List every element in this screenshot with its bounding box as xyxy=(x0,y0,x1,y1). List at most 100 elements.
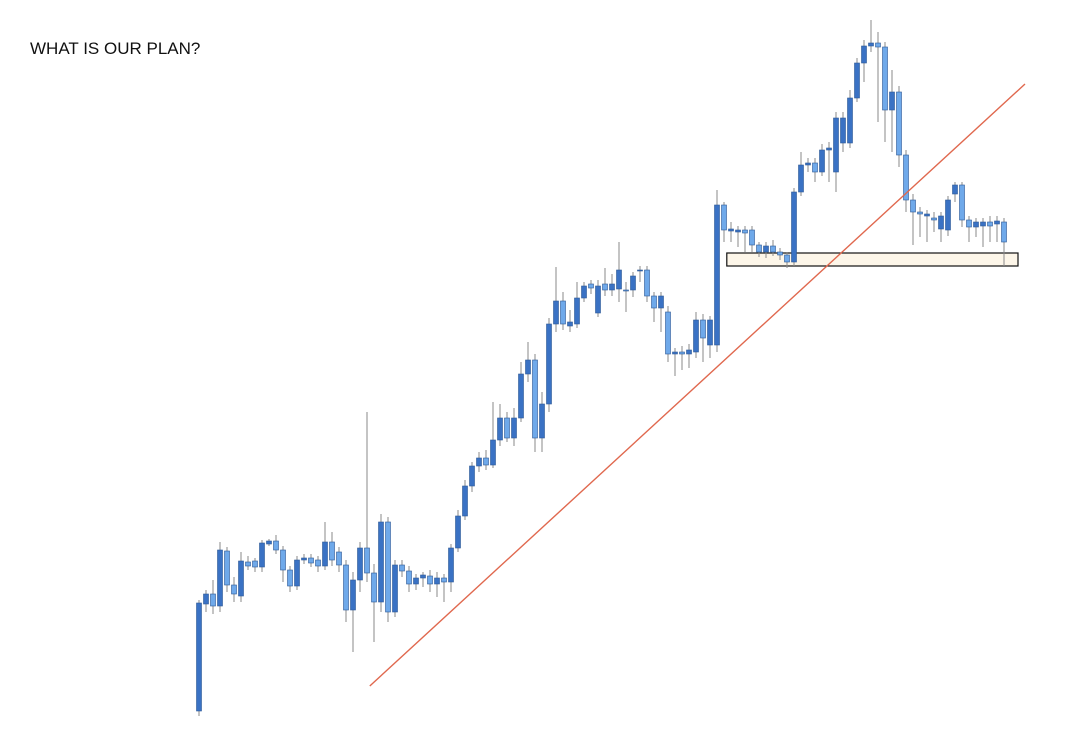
candle-body xyxy=(945,199,951,231)
candle-body xyxy=(693,319,699,353)
candle-body xyxy=(938,215,944,230)
candle-body xyxy=(1001,221,1007,243)
candle-body xyxy=(924,213,930,217)
candle-body xyxy=(819,149,825,173)
candle-body xyxy=(903,154,909,201)
candle-body xyxy=(868,42,874,47)
candle-body xyxy=(630,275,636,291)
candle-body xyxy=(483,457,489,466)
candle-body xyxy=(637,269,643,272)
candle-body xyxy=(539,403,545,439)
candle-body xyxy=(420,574,426,579)
candle-body xyxy=(448,547,454,583)
candle-body xyxy=(700,319,706,339)
candle-body xyxy=(847,97,853,144)
candle-body xyxy=(917,211,923,215)
candle-body xyxy=(322,541,328,567)
candle-body xyxy=(385,521,391,613)
candle-body xyxy=(469,465,475,487)
candle-body xyxy=(959,184,965,221)
candle-body xyxy=(364,547,370,574)
candle-body xyxy=(749,229,755,246)
candle-body xyxy=(406,570,412,585)
candle-body xyxy=(602,283,608,291)
candle-body xyxy=(231,584,237,595)
candle-body xyxy=(203,593,209,605)
candle-body xyxy=(371,572,377,603)
candle-body xyxy=(504,417,510,439)
candle-body xyxy=(658,295,664,309)
candle-body xyxy=(756,244,762,253)
candle-body xyxy=(336,551,342,566)
candle-body xyxy=(581,285,587,299)
candle-body xyxy=(609,283,615,291)
candle-body xyxy=(588,283,594,289)
candle-body xyxy=(980,221,986,227)
candle-body xyxy=(784,254,790,263)
candle-body xyxy=(308,557,314,564)
candle-body xyxy=(707,319,713,346)
candle-body xyxy=(987,221,993,227)
candle-body xyxy=(994,220,1000,225)
candle-body xyxy=(812,162,818,173)
candle-body xyxy=(301,557,307,561)
candle-body xyxy=(511,417,517,439)
candle-body xyxy=(273,540,279,551)
candle-body xyxy=(896,91,902,156)
candle-body xyxy=(826,147,832,151)
candle-body xyxy=(210,593,216,607)
candle-body xyxy=(476,457,482,467)
candle-body xyxy=(742,229,748,234)
candle-body xyxy=(651,295,657,309)
candle-body xyxy=(735,229,741,233)
candle-body xyxy=(518,373,524,419)
candle-body xyxy=(350,579,356,611)
candle-body xyxy=(882,46,888,111)
candle-body xyxy=(280,549,286,571)
candle-body xyxy=(497,417,503,441)
candle-body xyxy=(721,204,727,231)
candle-body xyxy=(525,359,531,375)
candle-body xyxy=(770,245,776,253)
candle-body xyxy=(798,164,804,193)
candle-body xyxy=(966,219,972,228)
candle-body xyxy=(441,577,447,583)
candle-body xyxy=(266,540,272,545)
candle-body xyxy=(378,521,384,603)
candle-body xyxy=(854,62,860,99)
candle-body xyxy=(595,285,601,314)
candle-body xyxy=(490,439,496,466)
candle-body xyxy=(224,550,230,586)
candle-body xyxy=(931,217,937,221)
candle-body xyxy=(672,351,678,355)
candle-body xyxy=(329,541,335,561)
chart-title: WHAT IS OUR PLAN? xyxy=(30,39,200,58)
candle-body xyxy=(728,228,734,232)
candle-body xyxy=(777,251,783,256)
support-zone xyxy=(726,252,1019,267)
candle-body xyxy=(399,564,405,572)
candle-body xyxy=(427,575,433,585)
candle-body xyxy=(217,549,223,607)
candle-body xyxy=(763,245,769,253)
candle-body xyxy=(546,323,552,405)
candle-body xyxy=(343,564,349,611)
candle-body xyxy=(245,561,251,567)
candle-body xyxy=(665,311,671,355)
candle-body xyxy=(357,547,363,581)
candle-body xyxy=(791,191,797,263)
candle-body xyxy=(294,559,300,587)
candle-body xyxy=(973,221,979,228)
candle-body xyxy=(315,559,321,567)
candle-body xyxy=(252,560,258,568)
candle-body xyxy=(259,542,265,568)
candle-body xyxy=(553,300,559,325)
candle-body xyxy=(413,577,419,585)
candle-body xyxy=(644,269,650,297)
candle-body xyxy=(616,269,622,290)
candle-body xyxy=(889,91,895,111)
candle-body xyxy=(910,199,916,213)
candle-body xyxy=(840,117,846,144)
